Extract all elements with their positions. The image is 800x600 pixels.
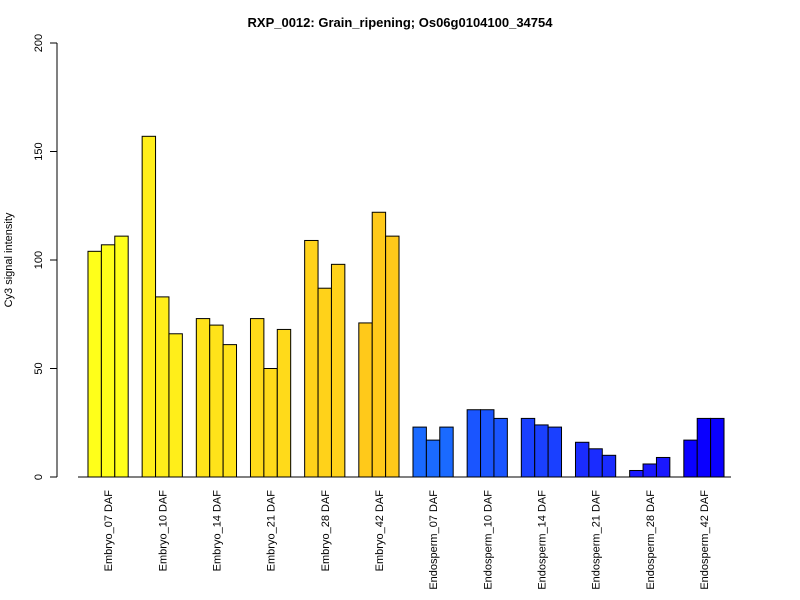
bar <box>655 456 671 478</box>
bar <box>100 244 116 478</box>
bar <box>629 469 644 478</box>
bar <box>358 322 373 478</box>
y-tick-label: 100 <box>33 251 45 269</box>
x-axis-labels: Embryo_07 DAF Embryo_10 DAF Embryo_14 DAF E… <box>103 490 711 590</box>
x-tick-label: Endosperm_42 DAF <box>699 490 711 590</box>
x-tick-label: Embryo_10 DAF <box>157 490 169 572</box>
bar <box>547 426 563 478</box>
bar <box>249 318 265 478</box>
bar <box>412 426 427 478</box>
bar <box>683 439 698 478</box>
bar <box>520 417 536 478</box>
y-tick-label: 150 <box>33 142 45 160</box>
x-tick-label: Embryo_14 DAF <box>211 490 223 572</box>
y-tick-label: 200 <box>33 34 45 52</box>
x-tick-label: Embryo_07 DAF <box>103 490 115 572</box>
bar <box>209 324 224 478</box>
bar <box>425 439 441 478</box>
x-tick-label: Embryo_21 DAF <box>266 490 278 572</box>
chart-title: RXP_0012: Grain_ripening; Os06g0104100_3… <box>248 15 554 30</box>
bar <box>385 235 400 478</box>
x-tick-label: Embryo_42 DAF <box>374 490 386 572</box>
y-axis: 0 50 100 150 200 <box>33 34 58 480</box>
bar <box>642 463 657 478</box>
x-tick-label: Endosperm_10 DAF <box>482 490 494 590</box>
bar <box>710 417 725 478</box>
y-axis-label: Cy3 signal intensity <box>3 212 15 307</box>
bar <box>439 426 454 478</box>
x-tick-label: Endosperm_14 DAF <box>536 490 548 590</box>
x-tick-label: Embryo_28 DAF <box>320 490 332 572</box>
bar <box>263 368 278 478</box>
bar <box>317 287 332 478</box>
x-tick-label: Endosperm_28 DAF <box>645 490 657 590</box>
bar <box>588 448 603 478</box>
bar <box>114 235 129 478</box>
bar <box>141 135 157 478</box>
bar <box>155 296 170 478</box>
bar <box>195 318 211 478</box>
y-tick-label: 50 <box>33 362 45 374</box>
bar <box>466 409 482 478</box>
bar <box>696 417 712 478</box>
bar <box>222 344 238 478</box>
x-tick-label: Endosperm_21 DAF <box>591 490 603 590</box>
bar <box>276 328 292 478</box>
bar <box>330 263 346 478</box>
bar <box>534 424 549 478</box>
bar <box>574 441 590 478</box>
bar <box>87 250 102 478</box>
x-tick-label: Endosperm_07 DAF <box>428 490 440 590</box>
bar <box>168 333 183 478</box>
bar <box>493 417 508 478</box>
bar <box>601 454 617 478</box>
bar <box>371 211 387 478</box>
bar-series <box>87 135 725 478</box>
bar <box>480 409 495 478</box>
bar <box>304 239 319 478</box>
y-tick-label: 0 <box>33 474 45 480</box>
